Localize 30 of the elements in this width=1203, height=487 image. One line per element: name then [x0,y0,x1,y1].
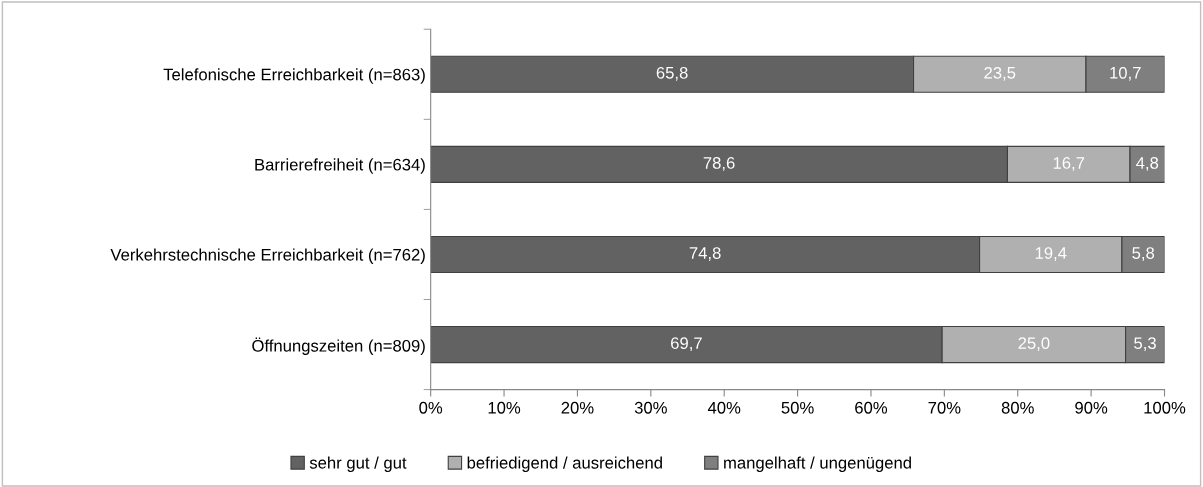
y-tick-label: Öffnungszeiten (n=809) [252,337,425,355]
y-tick-label: Verkehrstechnische Erreichbarkeit (n=762) [110,248,425,264]
data-label: 5,3 [1134,337,1156,351]
y-tick-label: Telefonische Erreichbarkeit (n=863) [163,68,425,84]
data-label: 4,8 [1136,157,1159,171]
x-tick-label: 80% [1001,401,1034,414]
x-tick-label: 100% [1144,401,1186,414]
data-label: 69,7 [671,337,702,351]
x-tick-label: 40% [707,401,741,414]
x-tick-label: 50% [781,401,814,414]
data-label: 65,8 [656,66,688,81]
legend-label: sehr gut / gut [309,456,407,472]
data-label: 25,0 [1018,337,1050,351]
x-tick-label: 30% [634,401,667,414]
data-label: 5,8 [1132,247,1155,261]
x-tick-label: 60% [855,401,888,414]
legend-label: mangelhaft / ungenügend [724,456,911,472]
data-label: 16,7 [1053,157,1085,171]
data-label: 19,4 [1035,247,1067,261]
x-tick-label: 70% [928,401,961,414]
x-tick-label: 20% [561,401,594,414]
data-label: 10,7 [1110,66,1141,81]
legend-label: befriedigend / ausreichend [467,456,662,472]
data-label: 74,8 [689,247,721,261]
x-tick-label: 10% [488,401,521,414]
data-label: 78,6 [703,157,735,171]
data-label: 23,5 [984,66,1016,81]
y-tick-label: Barrierefreiheit (n=634) [255,158,425,174]
x-tick-label: 0% [419,401,443,414]
x-tick-label: 90% [1075,401,1108,414]
